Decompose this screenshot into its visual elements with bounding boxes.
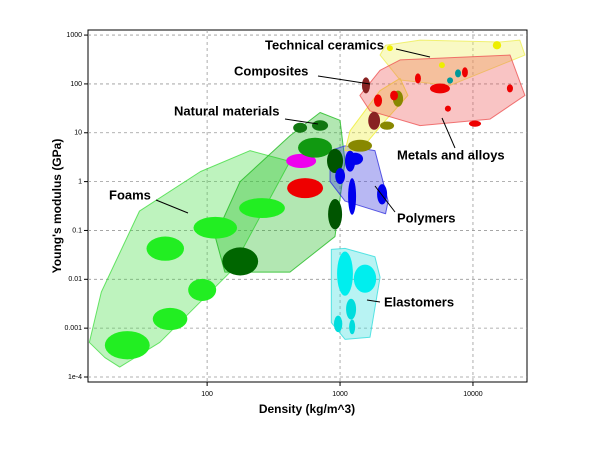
y-axis-title: Young's modulus (GPa) [50,139,64,274]
material-ellipse [347,152,364,165]
y-tick-label: 1e-4 [68,374,82,381]
family-label: Foams [109,187,151,202]
material-ellipse [353,264,377,293]
material-ellipse [492,41,502,50]
x-axis-title: Density (kg/m^3) [259,402,355,416]
material-ellipse [346,298,357,320]
material-ellipse [468,120,482,127]
material-ellipse [455,69,462,78]
y-tick-label: 1000 [66,32,82,39]
material-ellipse [377,184,388,205]
ellipses [104,41,513,360]
leader-line [366,299,381,303]
x-tick-label: 10000 [463,391,483,398]
leader-line [395,48,431,58]
x-tick-label: 100 [201,391,213,398]
family-label: Natural materials [174,103,280,118]
material-ellipse [146,236,185,261]
family-label: Technical ceramics [265,37,384,52]
material-ellipse [361,77,370,94]
material-ellipse [444,105,451,112]
material-ellipse [287,178,324,199]
material-ellipse [152,307,188,331]
material-ellipse [239,198,285,218]
material-ellipse [327,148,344,174]
material-ellipse [390,90,399,101]
material-ellipse [368,111,381,130]
material-ellipse [380,121,395,130]
material-ellipse [293,122,308,133]
y-tick-label: 0.001 [64,325,82,332]
material-ellipse [447,77,454,84]
y-tick-label: 0.01 [68,276,82,283]
material-ellipse [298,137,333,158]
material-ellipse [438,62,445,69]
family-label: Elastomers [384,294,454,309]
material-ellipse [335,167,346,185]
material-ellipse [461,67,468,78]
material-ellipse [348,178,357,215]
y-tick-label: 10 [74,130,82,137]
family-label: Composites [234,63,308,78]
x-tick-label: 1000 [332,391,348,398]
material-ellipse [348,139,373,152]
leader-line [441,117,456,149]
material-ellipse [386,45,393,52]
material-ellipse [311,120,329,131]
material-ellipse [337,251,353,296]
y-tick-label: 0.1 [72,227,82,234]
leader-line [317,75,371,85]
material-ellipse [429,83,450,94]
annotations: Foams Natural materials Polymers Elastomers… [109,37,505,309]
leader-line [284,118,319,125]
y-tick-label: 100 [70,81,82,88]
material-ellipse [328,199,343,230]
material-ellipse [188,278,217,301]
material-ellipse [373,94,383,107]
material-ellipse [506,84,513,93]
material-ellipse [193,216,238,239]
leader-line [374,185,396,213]
leader-line [155,199,189,214]
material-ellipse [414,73,421,84]
material-ellipse [222,247,259,276]
family-label: Polymers [397,210,456,225]
material-ellipse [286,153,317,168]
y-tick-label: 1 [78,178,82,185]
family-label: Metals and alloys [397,147,505,162]
material-ellipse [349,319,356,335]
material-ellipse [333,315,343,333]
material-ellipse [104,331,150,360]
